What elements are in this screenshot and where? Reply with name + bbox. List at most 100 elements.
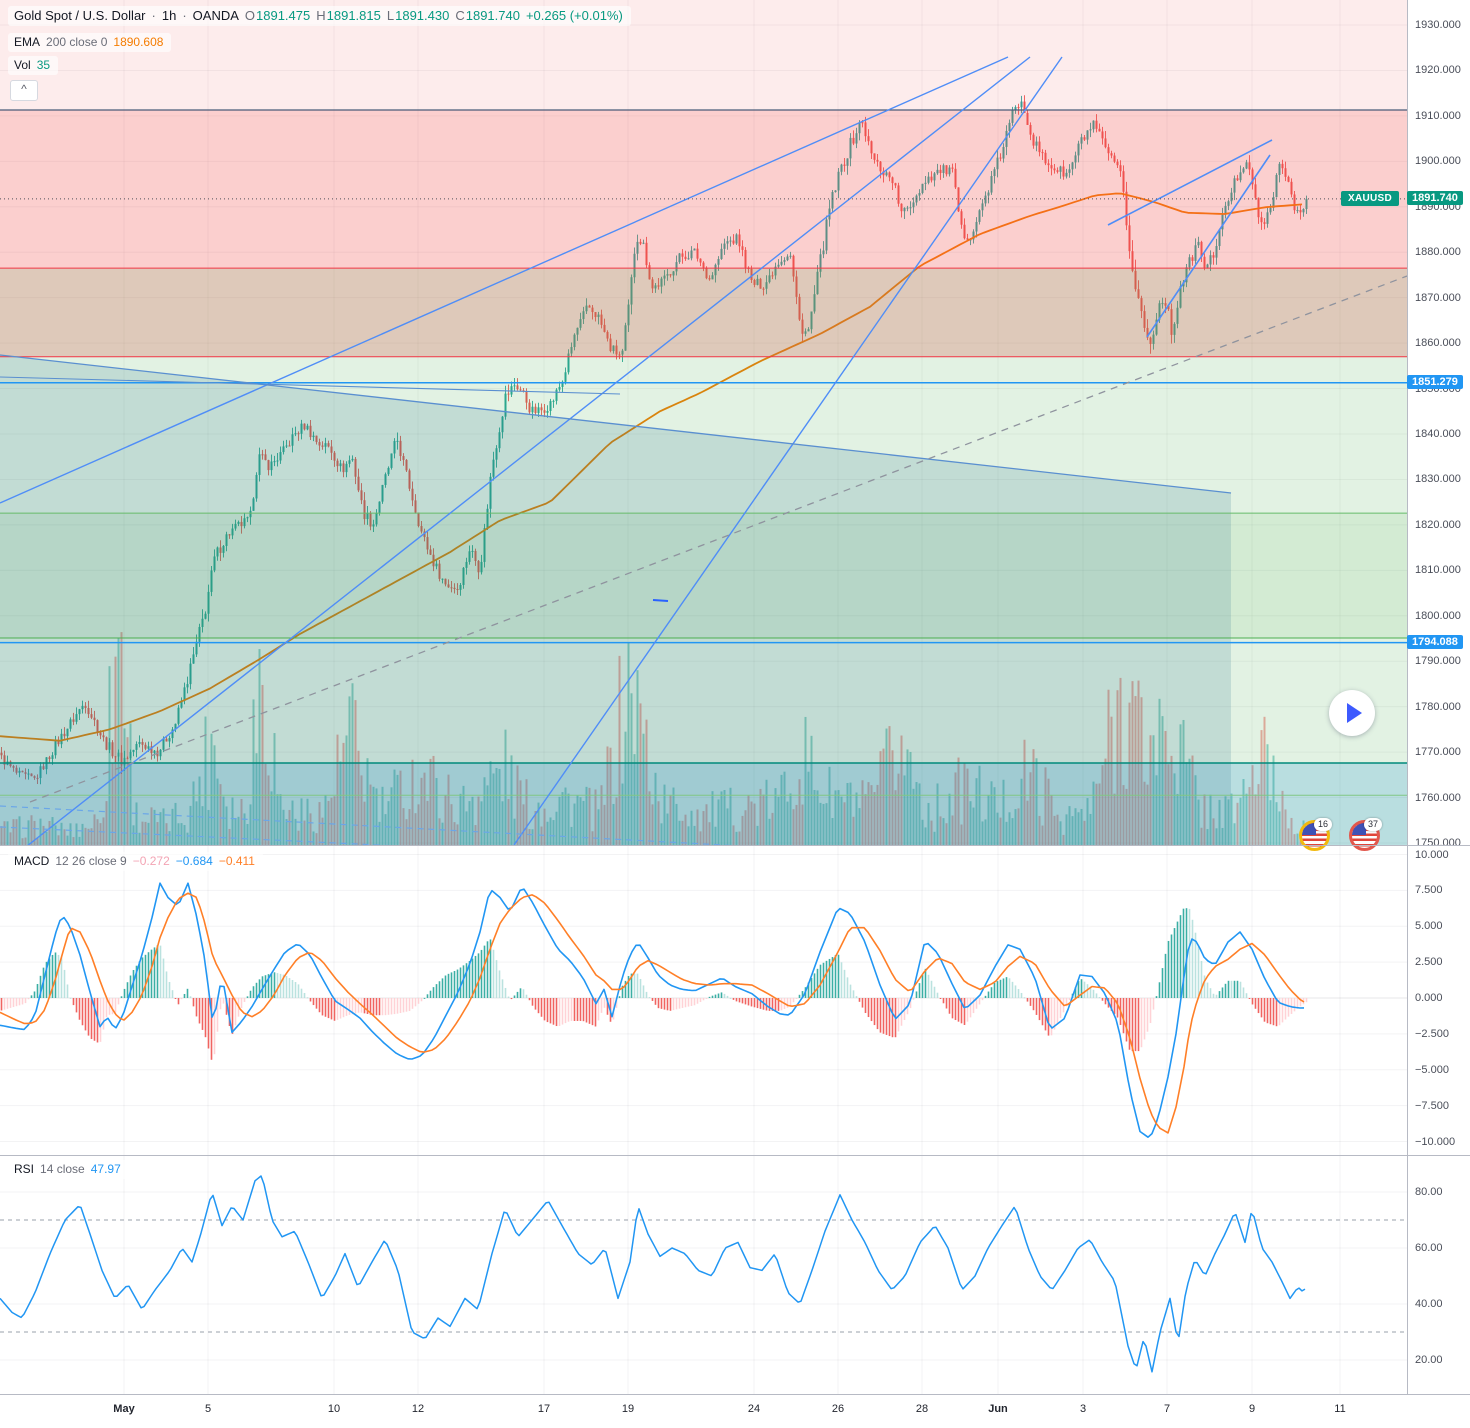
- ohlc-c: 1891.740: [465, 8, 520, 23]
- axis-tick: 1930.000: [1415, 19, 1461, 31]
- time-tick-9: 9: [1248, 1403, 1256, 1415]
- ohlc-l: 1891.430: [395, 8, 450, 23]
- zone-resistance-main: [0, 109, 1407, 357]
- price-pane: [0, 0, 1407, 845]
- axis-tick: 1770.000: [1415, 746, 1461, 759]
- time-tick-12: 12: [411, 1403, 425, 1415]
- axis-tick: 10.000: [1415, 848, 1449, 861]
- symbol-legend[interactable]: Gold Spot / U.S. Dollar · 1h · OANDA O 18…: [8, 6, 631, 26]
- rsi-value: 47.97: [90, 1162, 121, 1176]
- rsi-name: RSI: [14, 1162, 35, 1176]
- time-tick-5: 5: [204, 1403, 212, 1415]
- event-count-badge: 37: [1364, 818, 1383, 831]
- ema-params: 200 close 0: [46, 35, 108, 49]
- axis-tick: −2.500: [1415, 1027, 1449, 1040]
- ohlc-o: 1891.475: [256, 8, 311, 23]
- trendline-descending-short[interactable]: [0, 376, 621, 395]
- ohlc-o-key: O: [244, 8, 256, 23]
- price-axis[interactable]: 1930.000 1920.000 1910.000 1900.000 1890.000…: [1407, 0, 1470, 1428]
- macd-params: 12 26 close 9: [55, 854, 127, 868]
- ema-legend[interactable]: EMA 200 close 0 1890.608: [8, 33, 172, 52]
- axis-tick: 2.500: [1415, 956, 1443, 969]
- event-count-badge: 16: [1314, 818, 1333, 831]
- rsi-line: [0, 1175, 1306, 1373]
- horizontal-levels[interactable]: [0, 109, 1407, 796]
- axis-tick: 1810.000: [1415, 564, 1461, 577]
- axis-tick: 80.00: [1415, 1186, 1443, 1198]
- macd-legend[interactable]: MACD 12 26 close 9 −0.272 −0.684 −0.411: [8, 852, 263, 871]
- trendline-dashed-blue-1[interactable]: [0, 805, 760, 845]
- rsi-pane: [0, 1155, 1407, 1395]
- axis-tick: 1750.000: [1415, 836, 1461, 849]
- macd-line-value: −0.684: [175, 854, 213, 868]
- rsi-grid: [0, 1155, 1407, 1395]
- time-tick-26: 26: [831, 1403, 845, 1415]
- time-tick-3: 3: [1079, 1403, 1087, 1415]
- time-axis[interactable]: May 5 10 12 17 19 24 26 28 Jun 3 7 9 11: [0, 1395, 1470, 1428]
- last-price-badge: 1891.740: [1407, 190, 1463, 205]
- volume-legend[interactable]: Vol 35: [8, 56, 59, 75]
- trendline-wedge-lower[interactable]: [1146, 154, 1271, 338]
- macd-hist-value: −0.272: [132, 854, 170, 868]
- zone-descending-overlay: [0, 355, 1231, 845]
- play-icon: [1347, 703, 1362, 723]
- axis-tick: 1820.000: [1415, 518, 1461, 531]
- axis-tick: 1830.000: [1415, 473, 1461, 486]
- trendline-dashed-blue-2[interactable]: [0, 826, 420, 845]
- axis-tick: 1860.000: [1415, 337, 1461, 350]
- axis-tick: 60.00: [1415, 1242, 1443, 1254]
- ohlc-change: +0.265 (+0.01%): [525, 8, 623, 23]
- axis-tick: 1920.000: [1415, 64, 1461, 77]
- time-tick-Jun: Jun: [988, 1403, 1008, 1415]
- trendline-ascending-2[interactable]: [22, 56, 1031, 845]
- trendlines[interactable]: [0, 56, 1407, 845]
- vol-value: 35: [36, 58, 51, 72]
- ema-value: 1890.608: [113, 35, 164, 49]
- time-tick-17: 17: [537, 1403, 551, 1415]
- ohlc-c-key: C: [455, 8, 465, 23]
- axis-tick: −10.000: [1415, 1135, 1456, 1148]
- axis-tick: 5.000: [1415, 920, 1443, 933]
- replay-play-button[interactable]: [1329, 690, 1375, 736]
- time-tick-10: 10: [327, 1403, 341, 1415]
- macd-lines: [0, 882, 1305, 1138]
- macd-pane: [0, 845, 1407, 1155]
- price-zones: [0, 0, 1407, 845]
- symbol-title: Gold Spot / U.S. Dollar: [14, 8, 146, 23]
- time-axis-border: [0, 1394, 1470, 1395]
- trendline-descending-channel[interactable]: [0, 354, 1232, 494]
- zone-demand-bottom: [0, 763, 1407, 845]
- rsi-legend[interactable]: RSI 14 close 47.97: [8, 1160, 129, 1179]
- collapse-legend-button[interactable]: ^: [10, 80, 38, 101]
- axis-tick: −5.000: [1415, 1063, 1449, 1076]
- axis-tick: −7.500: [1415, 1099, 1449, 1112]
- trendline-dashed-gray[interactable]: [29, 275, 1407, 803]
- axis-tick: 1790.000: [1415, 655, 1461, 668]
- candles: [0, 95, 1308, 785]
- time-tick-19: 19: [621, 1403, 635, 1415]
- axis-tick: 0.000: [1415, 992, 1443, 1004]
- chevron-up-icon: ^: [21, 82, 27, 96]
- alert-level-badge-1851: 1851.279: [1407, 374, 1463, 389]
- time-tick-28: 28: [915, 1403, 929, 1415]
- axis-tick: 1780.000: [1415, 700, 1461, 713]
- trendline-mini-dash[interactable]: [652, 599, 669, 602]
- axis-tick: 1870.000: [1415, 291, 1461, 304]
- axis-tick: 7.500: [1415, 884, 1443, 897]
- macd-histogram: [0, 908, 1308, 1060]
- dot-sep: ·: [182, 8, 187, 23]
- macd-signal-value: −0.411: [218, 854, 255, 868]
- axis-tick: 40.00: [1415, 1298, 1443, 1310]
- pane-separator-macd[interactable]: [0, 845, 1470, 846]
- time-tick-24: 24: [747, 1403, 761, 1415]
- axis-tick: 1840.000: [1415, 427, 1461, 440]
- trendline-wedge-upper[interactable]: [1107, 139, 1273, 226]
- dot-sep: ·: [151, 8, 156, 23]
- trendline-ascending-3[interactable]: [513, 56, 1063, 845]
- trendline-ascending-1[interactable]: [0, 56, 1009, 504]
- ema-name: EMA: [14, 35, 41, 49]
- pane-separator-rsi[interactable]: [0, 1155, 1470, 1156]
- ohlc-h: 1891.815: [326, 8, 381, 23]
- ohlc-h-key: H: [316, 8, 326, 23]
